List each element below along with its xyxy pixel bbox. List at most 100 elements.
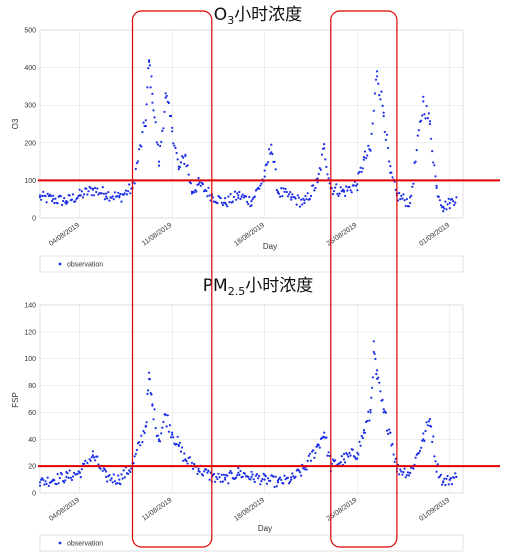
pm25-observation-point bbox=[439, 473, 443, 476]
pm25-observation-point bbox=[41, 477, 44, 480]
pm25-observation-point bbox=[441, 483, 444, 486]
pm25-observation-point bbox=[176, 435, 179, 438]
o3-observation-point bbox=[425, 104, 428, 108]
o3-observation-point bbox=[177, 168, 180, 171]
pm25-observation-point bbox=[229, 469, 232, 473]
pm25-observation-point bbox=[431, 440, 434, 444]
o3-observation-point bbox=[171, 126, 174, 129]
pm25-observation-point bbox=[162, 420, 165, 424]
o3-observation-point bbox=[163, 110, 166, 113]
pm25-observation-point bbox=[83, 462, 86, 465]
o3-observation-point bbox=[384, 138, 387, 141]
o3-observation-point bbox=[427, 112, 430, 115]
pm25-observation-point bbox=[446, 474, 449, 478]
o3-observation-point bbox=[415, 149, 418, 152]
o3-observation-point bbox=[275, 188, 278, 192]
pm25-observation-point bbox=[197, 467, 200, 470]
pm25-observation-point bbox=[292, 475, 295, 478]
pm25-observation-point bbox=[206, 471, 209, 474]
o3-observation-point bbox=[271, 153, 274, 156]
pm25-observation-point bbox=[139, 444, 142, 447]
o3-observation-point bbox=[400, 194, 403, 197]
pm25-observation-point bbox=[379, 390, 382, 393]
pm25-observation-point bbox=[308, 452, 311, 455]
pm25-plot-area bbox=[39, 304, 464, 494]
o3-observation-point bbox=[74, 200, 77, 203]
pm25-observation-point bbox=[279, 476, 282, 479]
o3-observation-point bbox=[151, 101, 154, 104]
o3-observation-point bbox=[342, 190, 346, 193]
pm25-observation-point bbox=[307, 454, 310, 457]
pm25-observation-point bbox=[356, 451, 359, 454]
pm25-observation-point bbox=[118, 478, 121, 481]
o3-observation-point bbox=[52, 198, 55, 201]
pm25-observation-point bbox=[444, 483, 447, 487]
pm25-observation-point bbox=[312, 449, 315, 452]
pm25-observation-point bbox=[376, 369, 379, 372]
o3-observation-point bbox=[295, 203, 298, 206]
pm25-observation-point bbox=[404, 476, 407, 479]
pm25-observation-point bbox=[347, 455, 350, 458]
o3-observation-point bbox=[53, 201, 56, 205]
pm25-observation-point bbox=[243, 472, 246, 475]
o3-observation-point bbox=[141, 131, 144, 134]
pm25-y-tick-label: 20 bbox=[28, 464, 36, 471]
pm25-observation-point bbox=[214, 480, 217, 483]
pm25-y-tick-label: 100 bbox=[24, 356, 36, 363]
o3-observation-point bbox=[95, 190, 98, 194]
pm25-observation-point bbox=[90, 456, 93, 459]
pm25-observation-point bbox=[152, 418, 155, 421]
pm25-observation-point bbox=[164, 414, 167, 417]
pm25-observation-point bbox=[398, 473, 401, 476]
pm25-observation-point bbox=[276, 479, 279, 482]
o3-observation-point bbox=[282, 187, 285, 190]
pm25-observation-point bbox=[91, 454, 94, 457]
pm25-observation-point bbox=[381, 398, 384, 401]
o3-observation-point bbox=[291, 193, 294, 196]
pm25-observation-point bbox=[105, 470, 108, 473]
pm25-observation-point bbox=[239, 469, 242, 473]
o3-observation-point bbox=[198, 181, 201, 184]
o3-observation-point bbox=[147, 67, 150, 70]
o3-y-tick-label: 400 bbox=[24, 65, 36, 72]
o3-observation-point bbox=[312, 184, 315, 187]
pm25-observation-point bbox=[356, 457, 359, 460]
o3-observation-point bbox=[344, 194, 347, 197]
pm25-observation-point bbox=[238, 473, 241, 476]
o3-observation-point bbox=[80, 190, 83, 193]
o3-observation-point bbox=[356, 183, 359, 186]
pm25-observation-point bbox=[289, 480, 292, 483]
o3-observation-point bbox=[134, 167, 137, 171]
o3-y-tick-label: 300 bbox=[24, 103, 36, 110]
pm25-observation-point bbox=[84, 459, 87, 462]
pm25-observation-point bbox=[366, 419, 369, 423]
o3-observation-point bbox=[317, 172, 320, 175]
o3-observation-point bbox=[373, 92, 376, 95]
pm25-observation-point bbox=[450, 483, 454, 486]
pm25-observation-point bbox=[340, 455, 343, 458]
o3-observation-point bbox=[308, 197, 311, 201]
pm25-observation-point bbox=[127, 472, 130, 476]
pm25-observation-point bbox=[331, 458, 335, 461]
pm25-observation-point bbox=[198, 470, 201, 473]
o3-observation-point bbox=[323, 147, 326, 150]
o3-observation-point bbox=[334, 186, 337, 189]
pm25-observation-point bbox=[375, 372, 378, 376]
o3-observation-point bbox=[241, 193, 244, 196]
pm25-observation-point bbox=[177, 444, 180, 448]
o3-observation-point bbox=[439, 204, 443, 207]
o3-observation-point bbox=[94, 186, 97, 190]
pm25-observation-point bbox=[382, 411, 385, 414]
pm25-chart-title: PM2.5小时浓度 bbox=[203, 276, 313, 298]
pm25-observation-point bbox=[147, 389, 150, 392]
o3-observation-point bbox=[228, 201, 231, 204]
pm25-observation-point bbox=[159, 440, 162, 443]
o3-observation-point bbox=[389, 165, 392, 168]
pm25-observation-point bbox=[385, 429, 389, 432]
o3-observation-point bbox=[41, 194, 44, 198]
o3-observation-point bbox=[361, 167, 364, 170]
o3-observation-point bbox=[60, 203, 64, 207]
o3-observation-point bbox=[268, 148, 271, 151]
o3-observation-point bbox=[165, 94, 168, 98]
